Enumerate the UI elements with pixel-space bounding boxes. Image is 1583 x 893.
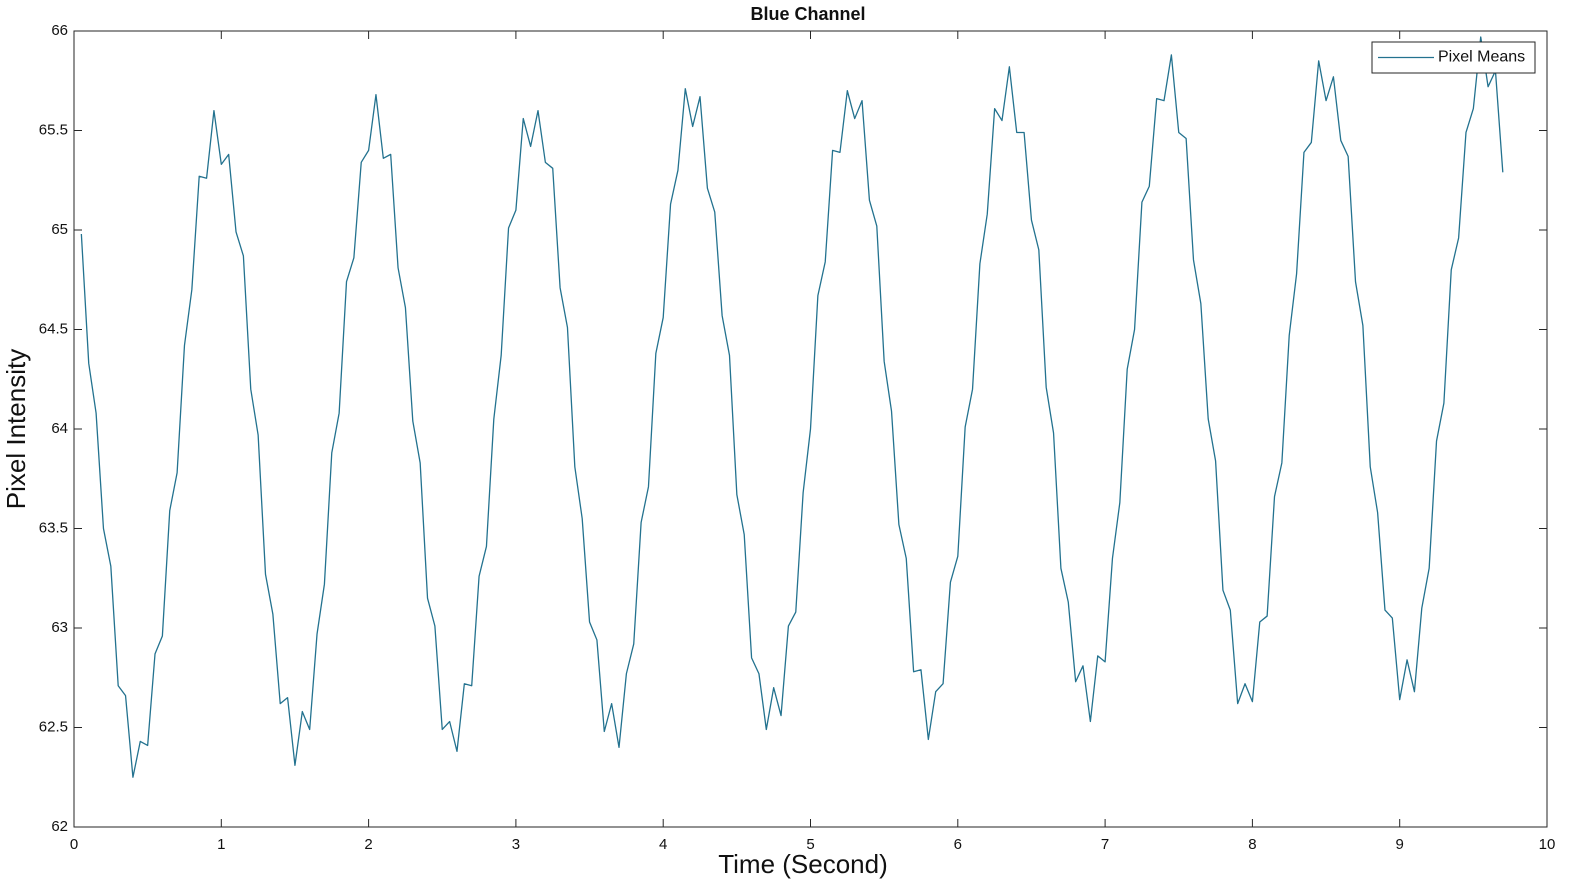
y-tick-label: 62 [51, 818, 68, 835]
x-axis-label: Time (Second) [718, 849, 888, 879]
x-tick-label: 0 [70, 836, 78, 853]
x-tick-label: 3 [512, 836, 520, 853]
x-tick-label: 5 [806, 836, 814, 853]
x-tick-label: 10 [1539, 836, 1556, 853]
y-tick-label: 64.5 [39, 320, 68, 337]
y-tick-label: 63 [51, 619, 68, 636]
y-tick-label: 65.5 [39, 121, 68, 138]
x-tick-label: 8 [1248, 836, 1256, 853]
x-tick-label: 4 [659, 836, 667, 853]
x-tick-label: 2 [364, 836, 372, 853]
y-tick-label: 65 [51, 221, 68, 238]
x-tick-label: 6 [954, 836, 962, 853]
chart-title: Blue Channel [750, 4, 865, 24]
y-tick-label: 63.5 [39, 519, 68, 536]
data-line [80, 36, 1504, 778]
y-tick-label: 66 [51, 22, 68, 39]
legend-label: Pixel Means [1438, 49, 1525, 66]
y-axis-label: Pixel Intensity [1, 349, 31, 509]
legend: Pixel Means [1371, 41, 1536, 74]
y-tick-label: 62.5 [39, 718, 68, 735]
x-tick-label: 9 [1396, 836, 1404, 853]
x-tick-label: 7 [1101, 836, 1109, 853]
x-tick-label: 1 [217, 836, 225, 853]
y-tick-label: 64 [51, 420, 68, 437]
